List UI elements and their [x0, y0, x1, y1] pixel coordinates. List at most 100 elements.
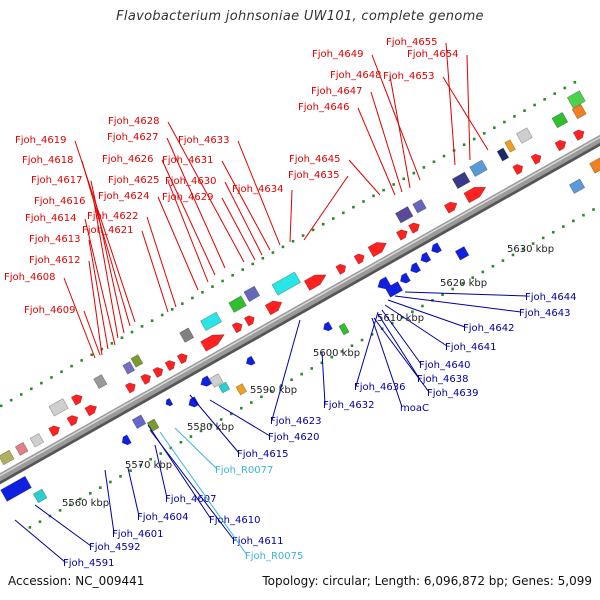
lower-gene-label: Fjoh_R0077: [215, 465, 273, 476]
tick-dot-lower: [461, 282, 464, 285]
plus-strand-gene-shape: [395, 229, 408, 241]
lower-label-leader: [384, 304, 448, 347]
plus-strand-gene-shape: [443, 201, 458, 214]
minus-strand-gene-shape: [385, 281, 403, 298]
tick-dot-upper: [120, 336, 124, 340]
lower-label-leader: [209, 399, 271, 437]
plus-strand-gene-shape: [66, 415, 79, 427]
lower-label-leader: [104, 469, 115, 534]
lower-gene-label: Fjoh_4639: [427, 388, 478, 399]
upper-label-leader: [157, 196, 199, 291]
lower-gene-label: Fjoh_4623: [270, 416, 321, 427]
tick-dot-lower: [330, 355, 334, 359]
minus-strand-gene: [235, 383, 247, 396]
plus-strand-gene: [451, 171, 471, 190]
tick-dot-lower: [572, 219, 575, 223]
upper-gene-label: Fjoh_4629: [162, 192, 213, 203]
tick-dot-lower: [78, 497, 82, 501]
upper-label-leader: [90, 180, 125, 334]
upper-gene-label: Fjoh_4649: [312, 49, 363, 60]
plus-strand-gene: [176, 353, 188, 365]
backbone-highlight: [0, 136, 600, 477]
minus-strand-gene: [245, 355, 256, 366]
tick-dot-upper: [241, 268, 244, 271]
plus-strand-gene-shape: [551, 111, 569, 129]
lower-label-leader: [373, 317, 430, 393]
tick-dot-upper: [311, 228, 315, 232]
upper-gene-label: Fjoh_4608: [4, 272, 55, 283]
lower-gene-label: Fjoh_4632: [323, 400, 374, 411]
tick-dot-upper: [251, 262, 255, 266]
genome-backbone: [0, 134, 600, 482]
upper-label-leader: [445, 42, 456, 166]
plus-strand-gene-shape: [140, 373, 151, 385]
tick-dot-upper: [80, 359, 83, 362]
plus-strand-gene-shape: [243, 315, 255, 327]
plus-strand-gene: [566, 90, 586, 109]
tick-dot-upper: [201, 291, 204, 294]
minus-strand-gene-shape: [165, 397, 174, 407]
plus-strand-gene: [243, 285, 261, 302]
scale-tick-label: 5620 kbp: [440, 278, 487, 289]
tick-dot-upper: [191, 296, 194, 300]
lower-gene-label: Fjoh_4644: [525, 292, 576, 303]
tick-dot-lower: [139, 463, 142, 467]
tick-dot-lower: [229, 412, 233, 416]
lower-gene-label: Fjoh_4601: [112, 529, 163, 540]
upper-label-leader: [166, 137, 226, 269]
accession-text: Accession: NC_009441: [8, 574, 145, 588]
tick-dot-lower: [310, 367, 314, 370]
plus-strand-gene-shape: [451, 171, 471, 190]
plus-strand-gene: [504, 139, 516, 153]
plus-strand-gene: [408, 222, 420, 234]
upper-gene-label: Fjoh_4614: [25, 213, 76, 224]
tick-dot-upper: [221, 279, 224, 283]
plus-strand-gene-shape: [353, 253, 365, 265]
upper-gene-label: Fjoh_4628: [108, 116, 159, 127]
plus-strand-gene: [140, 373, 151, 385]
lower-label-leader: [321, 351, 326, 405]
lower-label-leader: [127, 467, 140, 517]
minus-strand-gene: [218, 381, 231, 394]
plus-strand-gene-shape: [367, 242, 387, 258]
tick-dot-upper: [0, 404, 3, 408]
plus-strand-gene: [516, 127, 533, 144]
minus-strand-gene-shape: [410, 262, 422, 274]
plus-strand-gene-shape: [469, 159, 488, 177]
tick-dot-upper: [170, 308, 174, 311]
lower-label-leader: [387, 299, 466, 328]
minus-strand-gene: [454, 246, 470, 261]
plus-strand-gene: [469, 159, 488, 177]
plus-strand-gene-shape: [231, 322, 243, 334]
minus-strand-gene: [32, 488, 48, 504]
minus-strand-gene-shape: [589, 157, 600, 174]
lower-gene-label: moaC: [400, 403, 429, 414]
tick-dot-lower: [250, 401, 253, 404]
minus-strand-gene: [420, 251, 432, 263]
minus-strand-gene: [338, 322, 350, 336]
tick-dot-lower: [219, 418, 223, 421]
minus-strand-gene-shape: [218, 381, 231, 394]
upper-gene-label: Fjoh_4617: [31, 175, 82, 186]
tick-dot-lower: [592, 208, 595, 211]
upper-label-leader: [88, 260, 103, 356]
lower-gene-label: Fjoh_4615: [237, 449, 288, 460]
tick-dot-lower: [390, 321, 394, 325]
scale-tick-label: 5630 kbp: [507, 244, 554, 255]
minus-strand-gene: [165, 397, 174, 407]
tick-dot-lower: [109, 480, 112, 484]
upper-gene-label: Fjoh_4655: [386, 37, 437, 48]
plus-strand-gene-shape: [512, 164, 524, 176]
tick-dot-upper: [281, 245, 285, 249]
lower-gene-label: Fjoh_4642: [463, 323, 514, 334]
tick-dot-upper: [472, 137, 476, 141]
tick-dot-upper: [150, 319, 154, 322]
minus-strand-gene-shape: [146, 418, 160, 433]
tick-dot-upper: [40, 381, 43, 385]
plus-strand-gene: [152, 367, 164, 379]
tick-dot-lower: [189, 435, 193, 438]
upper-label-leader: [371, 54, 421, 181]
tick-dot-upper: [181, 302, 184, 305]
tick-dot-upper: [372, 194, 375, 198]
